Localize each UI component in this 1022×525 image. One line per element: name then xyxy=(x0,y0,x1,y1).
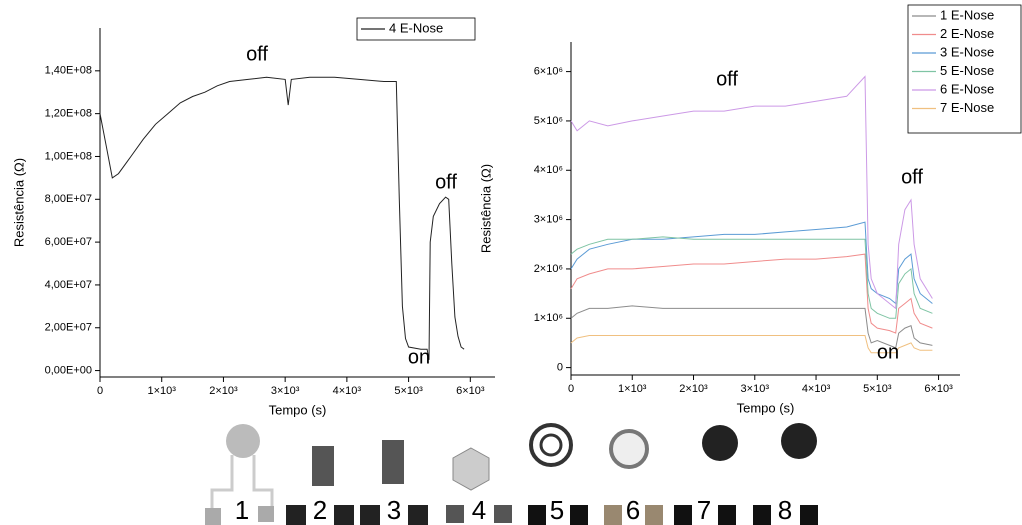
y-tick-label: 4×10⁶ xyxy=(534,164,563,176)
y-tick-label: 6,00E+07 xyxy=(45,236,92,248)
x-tick-label: 2×10³ xyxy=(679,383,708,395)
x-tick-label: 4×10³ xyxy=(802,383,831,395)
series-line xyxy=(570,335,933,354)
x-tick-label: 0 xyxy=(97,385,103,397)
sensor-pad xyxy=(528,505,546,525)
x-tick-label: 3×10³ xyxy=(271,385,300,397)
y-tick-label: 2×10⁶ xyxy=(534,263,563,275)
sensor-pad xyxy=(674,505,692,525)
x-tick-label: 4×10³ xyxy=(333,385,362,397)
series-line xyxy=(570,221,933,305)
sensor-icon xyxy=(452,447,490,491)
y-tick-label: 6×10⁶ xyxy=(534,66,563,78)
sensor-label: 5 xyxy=(550,495,564,525)
legend-box xyxy=(907,4,1022,134)
sensor-label: 2 xyxy=(313,495,327,525)
sensor-pad xyxy=(408,505,428,525)
sensor-icon xyxy=(210,455,274,508)
sensor-icon xyxy=(226,424,260,458)
y-tick-label: 2,00E+07 xyxy=(45,322,92,334)
series-line xyxy=(570,75,933,310)
y-tick-label: 0,00E+00 xyxy=(45,364,92,376)
sensor-icon xyxy=(609,429,649,469)
annotation: on xyxy=(408,346,430,368)
sensor-pad xyxy=(718,505,736,525)
x-tick-label: 6×10³ xyxy=(924,383,953,395)
sensor-pad xyxy=(494,505,512,523)
series-line xyxy=(570,236,933,319)
annotation: on xyxy=(877,341,899,363)
legend-box xyxy=(356,17,476,41)
sensor-pad xyxy=(645,505,663,525)
legend-label: 7 E-Nose xyxy=(940,100,994,115)
sensor-label: 1 xyxy=(235,495,249,525)
legend-label: 4 E-Nose xyxy=(389,20,443,35)
y-tick-label: 5×10⁶ xyxy=(534,115,563,127)
x-tick-label: 0 xyxy=(568,383,574,395)
sensor-icon xyxy=(781,423,817,459)
y-axis-title: Resistência (Ω) xyxy=(11,158,26,247)
sensor-icon xyxy=(529,423,573,467)
y-tick-label: 1×10⁶ xyxy=(534,312,563,324)
legend-label: 2 E-Nose xyxy=(940,26,994,41)
sensor-pad xyxy=(360,505,380,525)
sensor-label: 4 xyxy=(472,495,486,525)
legend-label: 3 E-Nose xyxy=(940,44,994,59)
annotation: off xyxy=(716,68,738,90)
y-axis-title: Resistência (Ω) xyxy=(478,164,493,253)
sensor-pad xyxy=(570,505,588,525)
legend-label: 5 E-Nose xyxy=(940,63,994,78)
x-tick-label: 1×10³ xyxy=(618,383,647,395)
sensor-strip: 1 2 3 4 5 6 7 8 xyxy=(205,423,818,525)
x-tick-label: 5×10³ xyxy=(394,385,423,397)
x-tick-label: 6×10³ xyxy=(456,385,485,397)
series-line xyxy=(570,305,933,349)
y-tick-label: 1,40E+08 xyxy=(45,65,92,77)
sensor-pad xyxy=(753,505,771,525)
annotation: off xyxy=(246,43,268,65)
sensor-pad xyxy=(800,505,818,525)
y-tick-label: 0 xyxy=(557,362,563,374)
y-tick-label: 1,20E+08 xyxy=(45,108,92,120)
series-line xyxy=(99,76,465,360)
x-tick-label: 2×10³ xyxy=(209,385,238,397)
sensor-pad xyxy=(604,505,622,525)
series-line xyxy=(570,253,933,334)
x-tick-label: 3×10³ xyxy=(741,383,770,395)
sensor-icon xyxy=(702,425,738,461)
x-tick-label: 1×10³ xyxy=(147,385,176,397)
sensor-icon xyxy=(382,440,404,484)
sensor-label: 3 xyxy=(387,495,401,525)
sensor-pad xyxy=(286,505,306,525)
y-tick-label: 8,00E+07 xyxy=(45,193,92,205)
x-tick-label: 5×10³ xyxy=(863,383,892,395)
x-axis-title: Tempo (s) xyxy=(737,400,795,415)
legend-label: 6 E-Nose xyxy=(940,81,994,96)
sensor-icon xyxy=(312,446,334,486)
sensor-label: 7 xyxy=(697,495,711,525)
sensor-pad xyxy=(205,508,221,525)
y-tick-label: 4,00E+07 xyxy=(45,279,92,291)
sensor-pad xyxy=(446,505,464,523)
sensor-pad xyxy=(334,505,354,525)
legend-label: 1 E-Nose xyxy=(940,7,994,22)
y-tick-label: 3×10⁶ xyxy=(534,214,563,226)
sensor-label: 6 xyxy=(626,495,640,525)
sensor-label: 8 xyxy=(778,495,792,525)
x-axis-title: Tempo (s) xyxy=(269,402,327,417)
y-tick-label: 1,00E+08 xyxy=(45,150,92,162)
annotation: off xyxy=(901,166,923,188)
annotation: off xyxy=(435,171,457,193)
sensor-pad xyxy=(258,506,274,522)
sensor-icon xyxy=(539,433,563,457)
